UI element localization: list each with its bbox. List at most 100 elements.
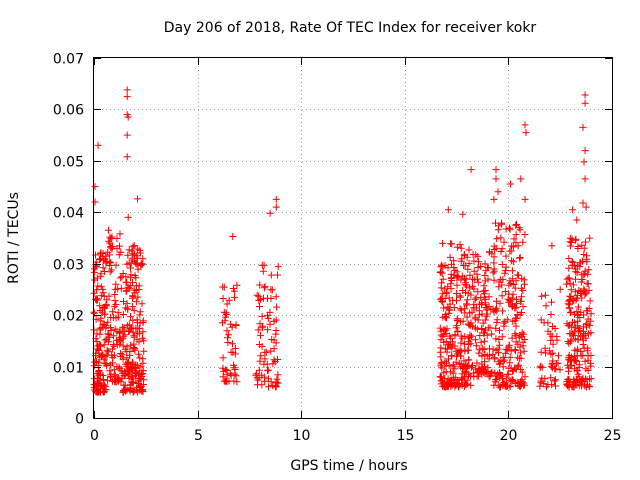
data-point bbox=[563, 275, 571, 283]
data-point bbox=[514, 271, 522, 279]
data-point bbox=[110, 332, 117, 340]
data-point bbox=[139, 334, 146, 342]
data-point bbox=[260, 284, 268, 292]
y-tick-label: 0.07 bbox=[53, 52, 84, 68]
data-point bbox=[512, 365, 520, 373]
data-point bbox=[541, 291, 549, 299]
data-point bbox=[224, 339, 232, 346]
data-point bbox=[102, 302, 110, 310]
data-point bbox=[497, 371, 505, 379]
data-point bbox=[513, 299, 520, 307]
data-point bbox=[505, 341, 513, 349]
data-point bbox=[223, 367, 231, 374]
data-point bbox=[124, 365, 132, 373]
data-point bbox=[493, 319, 501, 326]
data-point bbox=[585, 266, 593, 274]
data-point bbox=[567, 286, 575, 294]
data-point bbox=[127, 325, 135, 333]
data-point bbox=[116, 242, 123, 250]
data-point bbox=[502, 263, 510, 271]
data-point bbox=[462, 300, 470, 308]
data-point bbox=[445, 294, 453, 302]
data-point bbox=[129, 378, 137, 386]
data-point bbox=[267, 271, 275, 279]
data-point bbox=[482, 267, 490, 275]
data-point bbox=[439, 239, 447, 247]
data-point bbox=[465, 246, 473, 254]
data-point bbox=[492, 297, 500, 305]
data-point bbox=[129, 316, 137, 324]
data-point bbox=[584, 270, 592, 278]
data-point bbox=[103, 296, 111, 304]
data-point bbox=[583, 320, 590, 328]
data-point bbox=[465, 338, 473, 346]
data-point bbox=[508, 267, 516, 275]
data-point bbox=[496, 326, 503, 334]
data-point bbox=[569, 206, 577, 214]
data-point bbox=[97, 388, 105, 396]
data-point bbox=[450, 304, 458, 311]
data-point bbox=[586, 382, 594, 390]
data-point bbox=[219, 354, 227, 362]
data-point bbox=[255, 341, 263, 348]
data-point bbox=[229, 340, 236, 348]
data-point bbox=[552, 376, 559, 384]
data-point bbox=[454, 273, 462, 281]
data-point bbox=[107, 313, 115, 321]
data-point bbox=[132, 298, 140, 306]
data-point bbox=[498, 333, 506, 341]
data-point bbox=[120, 326, 128, 334]
data-point bbox=[518, 293, 525, 301]
data-point bbox=[122, 278, 130, 286]
data-point bbox=[265, 383, 272, 391]
data-point bbox=[479, 319, 487, 327]
data-point bbox=[564, 300, 572, 308]
data-point bbox=[227, 320, 234, 328]
x-tick-label: 10 bbox=[293, 428, 311, 444]
data-point bbox=[107, 259, 115, 267]
data-point bbox=[256, 281, 264, 289]
data-point bbox=[225, 331, 233, 339]
data-point bbox=[266, 308, 274, 316]
data-point bbox=[556, 366, 564, 374]
data-point bbox=[261, 355, 269, 363]
data-point bbox=[93, 286, 101, 294]
data-point bbox=[498, 261, 506, 268]
data-point bbox=[257, 352, 265, 360]
y-tick-label: 0.03 bbox=[53, 258, 84, 274]
data-point bbox=[258, 324, 266, 332]
data-point bbox=[441, 285, 449, 293]
data-point bbox=[446, 378, 454, 386]
data-point bbox=[255, 366, 263, 374]
data-point bbox=[478, 344, 486, 352]
data-point bbox=[565, 264, 573, 272]
data-point bbox=[126, 348, 134, 355]
data-point bbox=[102, 252, 110, 260]
data-point bbox=[264, 314, 272, 322]
data-point bbox=[513, 221, 520, 228]
data-point bbox=[132, 371, 139, 379]
data-point bbox=[499, 307, 506, 315]
data-point bbox=[475, 307, 483, 315]
data-point bbox=[521, 280, 528, 288]
data-point bbox=[494, 188, 502, 196]
data-point bbox=[93, 382, 101, 390]
data-point bbox=[566, 309, 574, 317]
data-point bbox=[441, 362, 449, 370]
data-point bbox=[547, 350, 555, 358]
data-point bbox=[556, 285, 564, 293]
data-point bbox=[110, 366, 118, 374]
data-point bbox=[479, 329, 487, 337]
data-point bbox=[117, 284, 125, 292]
data-point bbox=[501, 318, 509, 326]
data-point bbox=[472, 294, 480, 302]
data-point bbox=[130, 344, 138, 351]
data-point bbox=[123, 93, 131, 101]
data-point bbox=[462, 282, 470, 290]
data-point bbox=[492, 175, 500, 183]
data-point bbox=[566, 242, 574, 250]
data-point bbox=[552, 382, 559, 390]
data-point bbox=[458, 376, 465, 383]
data-point bbox=[124, 359, 132, 367]
data-point bbox=[471, 324, 479, 332]
